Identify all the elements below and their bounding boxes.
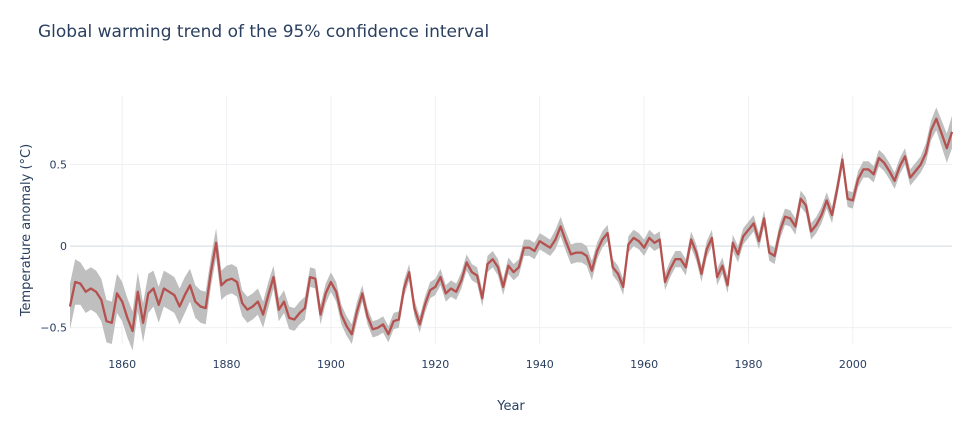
x-tick-label: 1860 bbox=[108, 358, 136, 371]
gridlines bbox=[70, 96, 952, 344]
temperature-line bbox=[68, 117, 954, 336]
y-tick-label: −0.5 bbox=[40, 322, 67, 335]
x-tick-label: 1920 bbox=[421, 358, 449, 371]
y-tick-label: 0 bbox=[60, 240, 67, 253]
x-tick-label: 1980 bbox=[734, 358, 762, 371]
y-tick-label: 0.5 bbox=[50, 159, 68, 172]
confidence-band bbox=[70, 107, 952, 351]
y-axis-title: Temperature anomaly (°C) bbox=[19, 144, 34, 317]
chart-title: Global warming trend of the 95% confiden… bbox=[38, 22, 490, 42]
x-tick-label: 1960 bbox=[630, 358, 658, 371]
x-axis-title: Year bbox=[496, 399, 525, 414]
axis-ticks: 1860 1880 1900 1920 1940 1960 1980 2000 −0.5 0 0.5 bbox=[40, 159, 867, 371]
x-tick-label: 2000 bbox=[839, 358, 867, 371]
x-tick-label: 1940 bbox=[526, 358, 554, 371]
x-tick-label: 1900 bbox=[317, 358, 345, 371]
x-tick-label: 1880 bbox=[213, 358, 241, 371]
